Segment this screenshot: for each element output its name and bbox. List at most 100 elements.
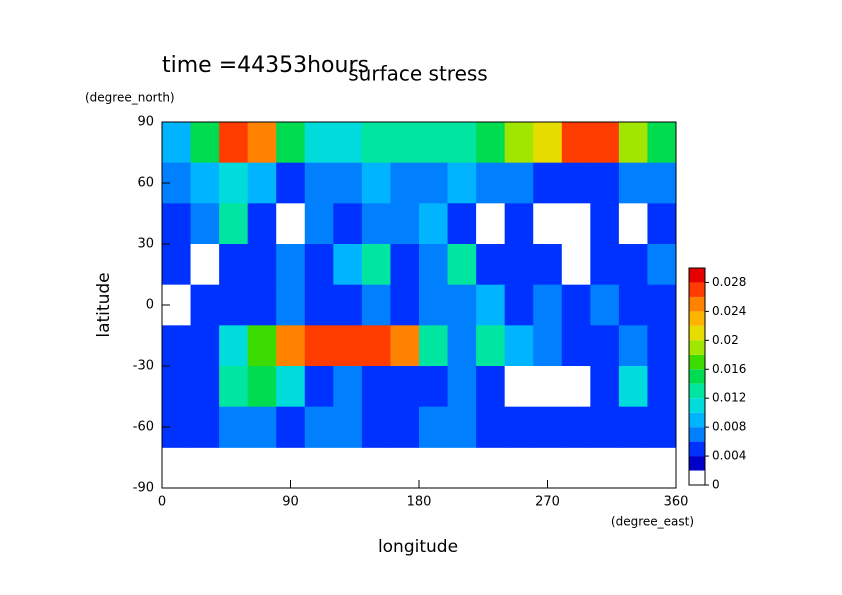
y-tick-label: -60 bbox=[133, 420, 154, 435]
colorbar-tick-label: 0.024 bbox=[712, 304, 746, 318]
contour-cell bbox=[190, 244, 220, 286]
contour-cell bbox=[190, 366, 220, 408]
contour-cell bbox=[361, 406, 391, 448]
contour-cell bbox=[361, 284, 391, 326]
contour-cell bbox=[247, 162, 277, 204]
contour-cell bbox=[533, 203, 563, 245]
contour-cell bbox=[219, 406, 249, 448]
contour-cell bbox=[219, 284, 249, 326]
colorbar-swatch bbox=[689, 456, 705, 471]
contour-cell bbox=[304, 406, 334, 448]
contour-cell bbox=[361, 244, 391, 286]
chart-title: surface stress bbox=[348, 62, 487, 86]
contour-cell bbox=[247, 366, 277, 408]
contour-cell bbox=[219, 366, 249, 408]
contour-cell bbox=[476, 325, 506, 367]
contour-cell bbox=[618, 244, 648, 286]
contour-cell bbox=[590, 203, 620, 245]
contour-cell bbox=[390, 325, 420, 367]
colorbar-swatch bbox=[689, 311, 705, 326]
contour-cell bbox=[618, 406, 648, 448]
contour-cell bbox=[276, 406, 306, 448]
x-tick-label: 90 bbox=[282, 495, 299, 510]
contour-cell bbox=[447, 284, 477, 326]
colorbar-swatch bbox=[689, 441, 705, 457]
contour-cell bbox=[190, 122, 220, 164]
x-unit: (degree_east) bbox=[611, 515, 694, 529]
contour-cell bbox=[304, 203, 334, 245]
contour-cell bbox=[447, 406, 477, 448]
contour-cell bbox=[419, 406, 449, 448]
contour-cell bbox=[647, 325, 677, 367]
contour-cell bbox=[590, 406, 620, 448]
contour-cell bbox=[361, 122, 391, 164]
y-tick-label: 90 bbox=[137, 115, 154, 130]
contour-cell bbox=[219, 162, 249, 204]
contour-cell bbox=[190, 325, 220, 367]
contour-cell bbox=[561, 325, 591, 367]
contour-cell bbox=[304, 366, 334, 408]
contour-cell bbox=[162, 366, 192, 408]
contour-cell bbox=[647, 162, 677, 204]
contour-cell bbox=[504, 284, 534, 326]
colorbar-swatch bbox=[689, 427, 705, 442]
x-tick-label: 180 bbox=[407, 495, 432, 510]
contour-cell bbox=[333, 325, 363, 367]
contour-cell bbox=[618, 162, 648, 204]
contour-cell bbox=[447, 122, 477, 164]
contour-cell bbox=[533, 325, 563, 367]
contour-cell bbox=[476, 244, 506, 286]
contour-cell bbox=[561, 284, 591, 326]
x-tick-label: 270 bbox=[535, 495, 560, 510]
contour-cell bbox=[333, 284, 363, 326]
colorbar-swatch bbox=[689, 470, 705, 485]
contour-cell bbox=[533, 162, 563, 204]
contour-cell bbox=[247, 284, 277, 326]
contour-cell bbox=[590, 162, 620, 204]
contour-cell bbox=[618, 366, 648, 408]
colorbar-tick-label: 0.012 bbox=[712, 391, 746, 405]
colorbar-tick-label: 0.004 bbox=[712, 449, 746, 463]
contour-cell bbox=[361, 203, 391, 245]
contour-cell bbox=[533, 244, 563, 286]
contour-cell bbox=[561, 162, 591, 204]
colorbar-frame bbox=[688, 267, 706, 486]
contour-cell bbox=[533, 284, 563, 326]
contour-cell bbox=[647, 406, 677, 448]
contour-cell bbox=[419, 366, 449, 408]
contour-cell bbox=[190, 162, 220, 204]
contour-cell bbox=[447, 203, 477, 245]
colorbar-swatch bbox=[689, 369, 705, 384]
contour-cell bbox=[333, 203, 363, 245]
contour-cell bbox=[419, 284, 449, 326]
y-tick-label: -90 bbox=[133, 481, 154, 496]
contour-cell bbox=[561, 244, 591, 286]
contour-cell bbox=[333, 406, 363, 448]
contour-cell bbox=[390, 366, 420, 408]
contour-cell bbox=[561, 366, 591, 408]
y-tick-label: 0 bbox=[146, 298, 154, 313]
contour-cell bbox=[647, 284, 677, 326]
contour-cell bbox=[247, 244, 277, 286]
contour-cell bbox=[504, 406, 534, 448]
contour-cell bbox=[361, 325, 391, 367]
contour-cell bbox=[276, 203, 306, 245]
contour-cell bbox=[276, 244, 306, 286]
colorbar-tick-label: 0.016 bbox=[712, 362, 746, 376]
contour-cell bbox=[476, 122, 506, 164]
contour-cell bbox=[247, 325, 277, 367]
contour-cell bbox=[504, 325, 534, 367]
contour-cell bbox=[247, 203, 277, 245]
contour-cell bbox=[333, 366, 363, 408]
contour-cell bbox=[276, 325, 306, 367]
contour-cell bbox=[476, 366, 506, 408]
contour-cell bbox=[304, 284, 334, 326]
contour-cell bbox=[476, 406, 506, 448]
contour-cell bbox=[647, 366, 677, 408]
colorbar-tick-label: 0 bbox=[712, 478, 720, 492]
contour-cell bbox=[476, 284, 506, 326]
contour-cell bbox=[276, 366, 306, 408]
contour-cell bbox=[590, 122, 620, 164]
colorbar-tick-label: 0.028 bbox=[712, 275, 746, 289]
contour-cell bbox=[504, 162, 534, 204]
